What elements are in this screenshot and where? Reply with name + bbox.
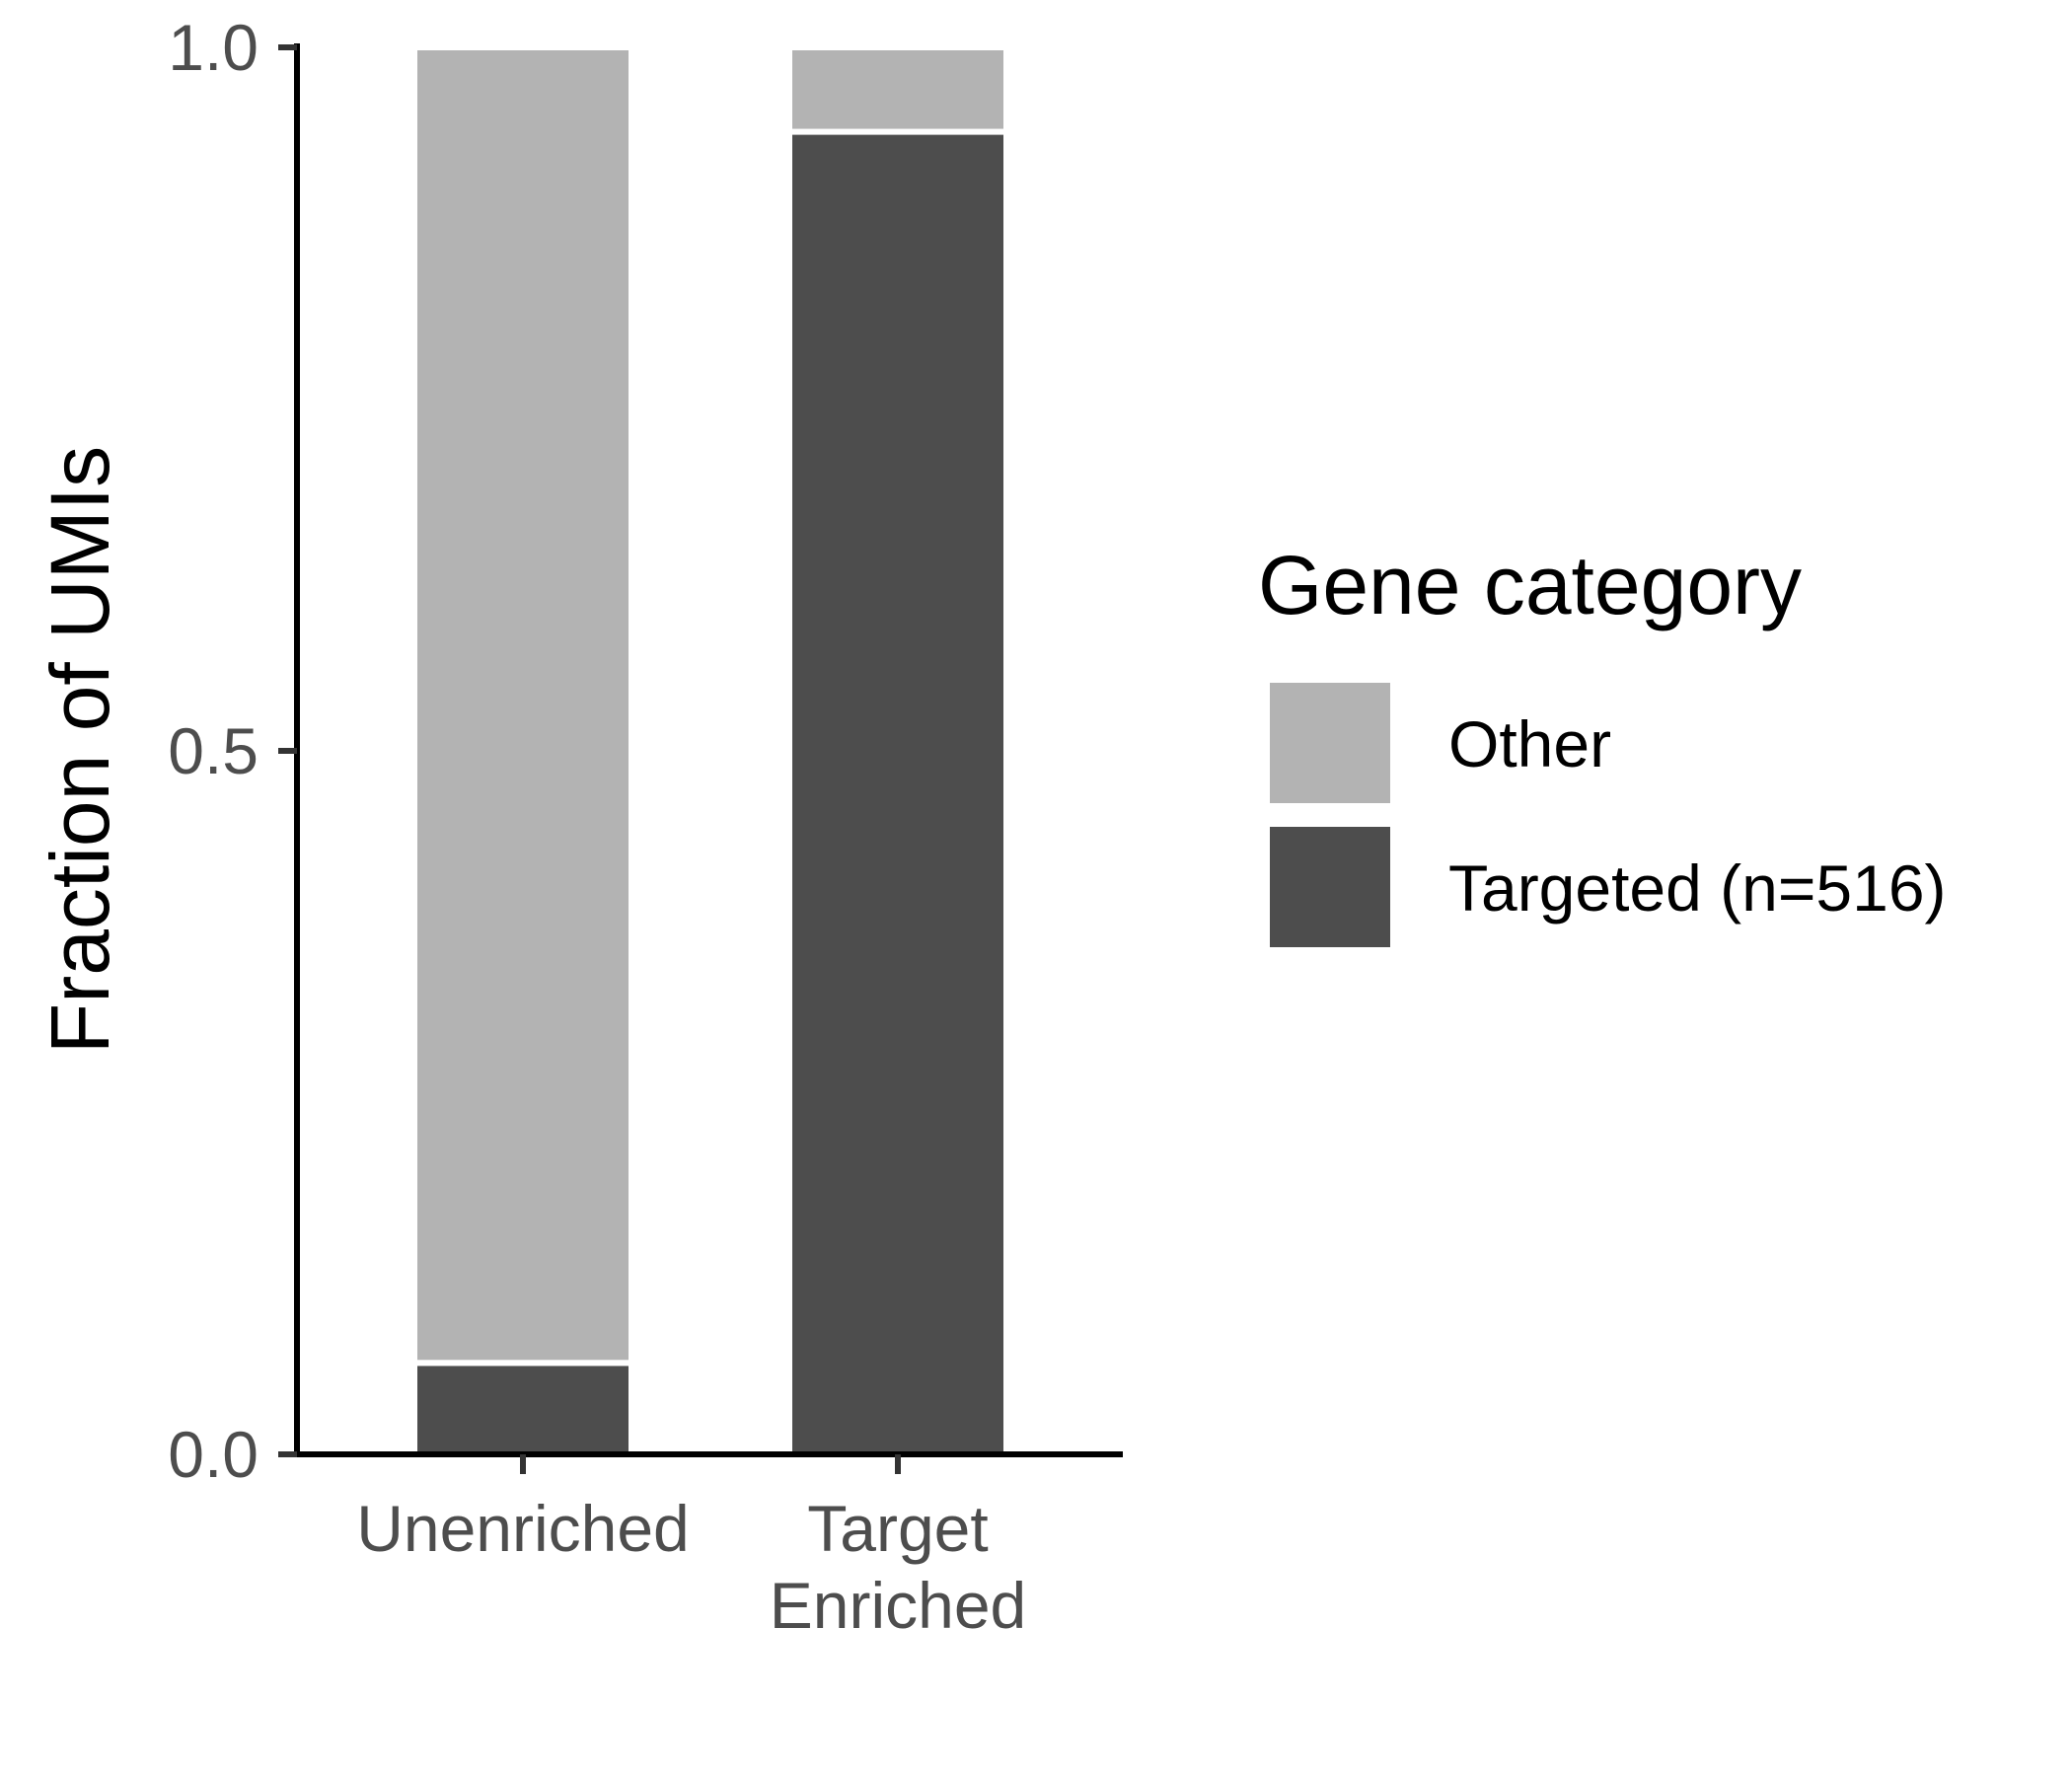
y-tick-label: 0.5 [168,714,259,787]
x-tick-label-line: Target [807,1492,988,1565]
y-tick-label: 1.0 [168,11,259,84]
legend: Gene category Other Targeted (n=516) [1258,539,1947,951]
x-tick-label: Unenriched [356,1492,690,1565]
x-tick-label-line: Unenriched [356,1492,690,1565]
bar-segment-1-series-2 [411,44,634,1367]
x-ticks: Unenriched Target Enriched [356,1454,1026,1642]
x-tick-label: Target Enriched [770,1492,1027,1642]
legend-label: Other [1448,707,1611,780]
bars-layer [411,44,1009,1458]
y-ticks: 0.0 0.5 1.0 [168,11,297,1491]
bar-segment-2-series-2 [786,44,1009,135]
legend-key [1266,823,1394,951]
y-tick-label: 0.0 [168,1418,259,1491]
bar-segment-2-series-1 [786,128,1009,1457]
y-axis-title: Fraction of UMIs [34,446,126,1054]
legend-key [1266,679,1394,807]
legend-label: Targeted (n=516) [1448,851,1947,925]
bar-segment-1-series-1 [411,1360,634,1458]
x-tick-label-line: Enriched [770,1569,1027,1642]
legend-title: Gene category [1258,539,1802,631]
